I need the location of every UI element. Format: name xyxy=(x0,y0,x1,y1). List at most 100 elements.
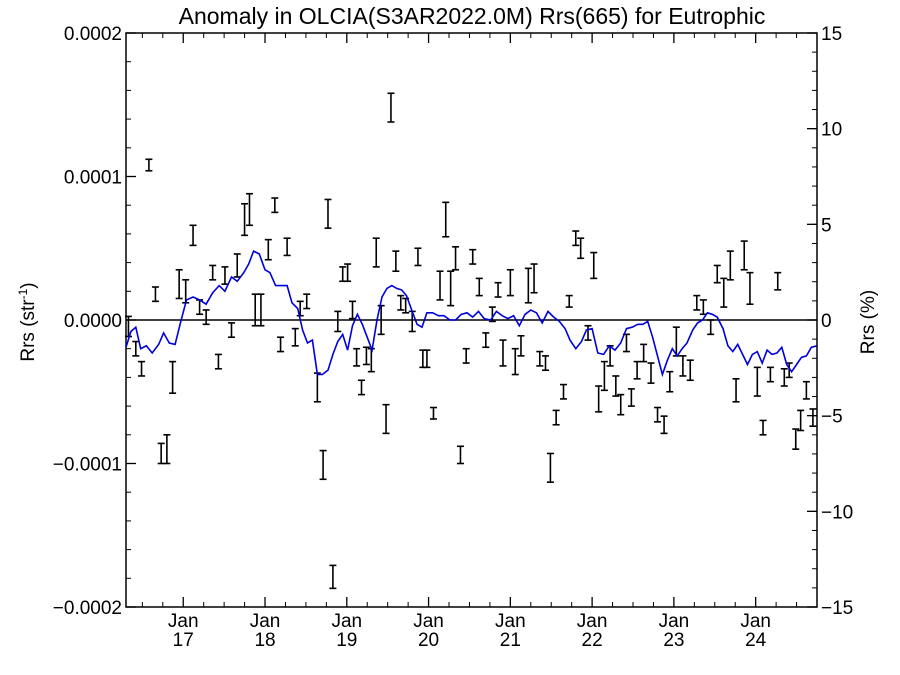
error-bar xyxy=(617,393,625,416)
error-bar xyxy=(372,237,380,268)
error-bar xyxy=(713,264,721,284)
error-bar xyxy=(442,201,450,238)
error-bar xyxy=(245,192,253,227)
left-tick-label: 0.0001 xyxy=(64,168,122,189)
error-bar xyxy=(524,267,532,304)
error-bar xyxy=(546,452,554,483)
y-axis-left-label-main: Rrs (str xyxy=(18,299,39,362)
error-bar xyxy=(600,360,608,392)
error-bar xyxy=(699,299,707,316)
error-bar xyxy=(590,251,598,280)
error-bar xyxy=(436,270,444,301)
trend-line-series xyxy=(125,249,818,378)
error-bar xyxy=(536,350,544,367)
error-bar xyxy=(429,406,437,420)
x-tick-year-label: 20 xyxy=(418,630,439,651)
y-axis-right-label: Rrs (%) xyxy=(858,290,879,354)
error-bar xyxy=(530,263,538,294)
left-tick-label: 0.0000 xyxy=(64,311,122,332)
error-bar-series xyxy=(124,92,817,590)
x-tick-month-label: Jan xyxy=(577,611,608,632)
error-bar xyxy=(462,347,470,364)
right-y-axis: 15 10 5 0 −5 −10 −15 xyxy=(807,24,853,619)
error-bar xyxy=(475,277,483,297)
error-bar xyxy=(622,333,630,353)
error-bar xyxy=(666,370,674,393)
right-tick-label: 5 xyxy=(821,215,832,236)
error-bar xyxy=(660,415,668,435)
error-bar xyxy=(362,346,370,366)
x-tick-year-label: 24 xyxy=(745,630,767,651)
error-bar xyxy=(627,388,635,407)
error-bar xyxy=(257,293,265,327)
trend-line xyxy=(125,249,818,378)
x-tick-year-label: 17 xyxy=(173,630,194,651)
left-tick-label: 0.0002 xyxy=(64,24,122,45)
error-bar xyxy=(221,266,229,285)
x-tick-month-label: Jan xyxy=(740,611,771,632)
error-bar xyxy=(169,360,177,394)
error-bar xyxy=(633,360,641,380)
error-bar xyxy=(499,339,507,367)
error-bar xyxy=(353,347,361,367)
error-bar xyxy=(517,334,525,357)
error-bar xyxy=(202,309,210,326)
error-bar xyxy=(797,409,805,432)
error-bar xyxy=(392,250,400,273)
error-bar xyxy=(447,270,455,307)
error-bar xyxy=(452,246,460,271)
error-bar xyxy=(679,355,687,377)
error-bar xyxy=(753,366,761,397)
error-bar xyxy=(157,442,165,465)
error-bar xyxy=(377,304,385,336)
error-bar xyxy=(488,306,496,323)
error-bar xyxy=(740,240,748,271)
error-bar xyxy=(397,294,405,311)
error-bar xyxy=(802,380,810,400)
error-bar xyxy=(329,564,337,590)
right-tick-label: −10 xyxy=(821,502,853,523)
x-tick-month-label: Jan xyxy=(168,611,199,632)
error-bar xyxy=(647,362,655,384)
error-bar xyxy=(132,340,140,357)
error-bar xyxy=(732,378,740,403)
error-bar xyxy=(707,319,715,336)
right-tick-label: −15 xyxy=(821,598,853,619)
x-tick-month-label: Jan xyxy=(659,611,690,632)
error-bar xyxy=(766,366,774,383)
x-tick-year-label: 21 xyxy=(500,630,521,651)
error-bar xyxy=(559,383,567,400)
error-bar xyxy=(792,428,800,450)
left-tick-label: −0.0001 xyxy=(53,455,122,476)
error-bar xyxy=(469,248,477,265)
error-bar xyxy=(358,379,366,396)
error-bar xyxy=(774,271,782,291)
error-bar xyxy=(138,360,146,377)
error-bar xyxy=(367,347,375,373)
error-bar xyxy=(780,367,788,387)
error-bar xyxy=(344,263,352,283)
y-axis-left-label-tail: ) xyxy=(18,282,39,288)
error-bar xyxy=(511,347,519,376)
chart-title: Anomaly in OLCIA(S3AR2022.0M) Rrs(665) f… xyxy=(179,3,766,29)
error-bar xyxy=(746,271,754,306)
left-y-axis: 0.0002 0.0001 0.0000 −0.0001 −0.0002 xyxy=(53,24,136,619)
error-bar xyxy=(227,322,235,339)
error-bar xyxy=(264,238,272,261)
error-bar xyxy=(720,277,728,308)
right-tick-label: 15 xyxy=(821,24,842,45)
error-bar xyxy=(339,266,347,283)
error-bar xyxy=(494,281,502,298)
error-bar xyxy=(482,332,490,349)
error-bar xyxy=(241,202,249,237)
error-bar xyxy=(419,349,427,369)
error-bar xyxy=(414,247,422,267)
error-bar xyxy=(693,294,701,311)
error-bar xyxy=(214,353,222,370)
error-bar xyxy=(408,310,416,333)
error-bar xyxy=(595,385,603,413)
error-bar xyxy=(640,343,648,363)
x-tick-month-label: Jan xyxy=(331,611,362,632)
error-bar xyxy=(324,198,332,229)
